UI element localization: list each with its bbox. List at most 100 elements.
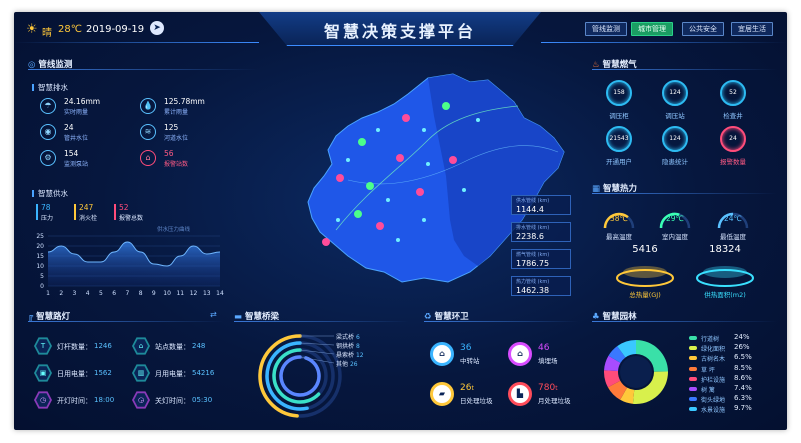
compass-icon[interactable]: ➤ [150, 21, 164, 35]
tab-livable[interactable]: 宜居生活 [731, 22, 773, 36]
garden-legend-value: 8.5% [734, 363, 752, 372]
map-alert-markers [322, 114, 457, 246]
gas-value: 52 [729, 89, 737, 96]
sanitation-divider [424, 321, 579, 322]
supply-ytick: 10 [36, 263, 44, 270]
off-time-label: 关灯时间： [155, 397, 190, 405]
month-power-label: 月用电量： [155, 370, 190, 378]
city-map[interactable] [278, 60, 578, 290]
stat-heat-pipeline: 热力管线 (km) 1462.38 [511, 276, 571, 296]
supply-xtick: 3 [73, 290, 77, 297]
garden-divider [592, 321, 777, 322]
tab-public-safety[interactable]: 公共安全 [682, 22, 724, 36]
gas-ring-hazards [662, 126, 688, 152]
alarm-total-marker [114, 204, 116, 220]
gas-label: 调压柜 [609, 112, 629, 120]
total-rain-label: 累计雨量 [164, 109, 189, 116]
gas-ring-regulator-cabinet [606, 80, 632, 106]
max-temp-label: 最高温度 [606, 233, 632, 241]
stat-label: 供水管线 (km) [516, 198, 550, 204]
garden-slice [617, 340, 636, 358]
gas-value: 124 [669, 135, 681, 142]
garden-legend-swatch [689, 346, 697, 351]
alarm-station-label: 报警站数 [164, 161, 189, 168]
map-east-district [428, 74, 564, 266]
stat-water-pipeline: 供水管线 (km) 1144.4 [511, 195, 571, 215]
pipeline-title: ◎ 管线监测 [28, 60, 73, 70]
garden-legend-label: 绿化面积 [701, 346, 726, 354]
alarm-total-label: 报警总数 [119, 215, 144, 222]
pressure-value: 78 [41, 203, 51, 212]
garden-legend-value: 6.3% [734, 394, 752, 403]
on-time-value: 18:00 [94, 396, 115, 404]
lamps-divider [28, 321, 224, 322]
supply-subtitle: 智慧供水 [32, 188, 68, 199]
garden-slice [636, 340, 668, 372]
heat-total-glow [623, 266, 667, 278]
header-right-line [541, 42, 787, 43]
sun-icon: ☀ [26, 22, 38, 37]
off-time-icon: ◶ [132, 391, 150, 409]
monthly-waste-label: 月处理垃圾 [538, 397, 571, 405]
header: 智慧决策支撑平台 ☀ 晴 28℃ 2019-09-19 ➤ 管线监测 城市管理 … [14, 12, 787, 50]
alarm-total-value: 52 [119, 203, 129, 212]
tree-icon: ♣ [592, 312, 600, 322]
garden-slice [607, 380, 628, 400]
landfill-label: 填埋场 [538, 357, 558, 365]
supply-xtick: 13 [203, 290, 211, 297]
garden-legend-label: 水景设施 [701, 407, 726, 415]
gas-label: 开通用户 [606, 158, 632, 166]
garden-legend-label: 护栏设施 [701, 376, 726, 384]
weather-text: 晴 [42, 28, 52, 39]
heat-pedestals [616, 266, 754, 287]
tab-city-management[interactable]: 城市管理 [631, 22, 673, 36]
supply-chart-caption: 供水压力曲线 [157, 227, 191, 233]
gas-label: 调压站 [665, 112, 685, 120]
gas-value: 124 [669, 89, 681, 96]
month-power-value: 54216 [192, 369, 215, 377]
supply-ytick: 15 [36, 253, 44, 260]
pump-icon: ⚙ [40, 150, 56, 166]
daily-waste-value: 26t [460, 383, 474, 393]
bridge-bar [279, 355, 321, 397]
bridges-divider [234, 321, 409, 322]
tab-pipeline[interactable]: 管线监测 [585, 22, 627, 36]
supply-xtick: 2 [59, 290, 63, 297]
swap-icon[interactable]: ⇄ [210, 310, 217, 319]
garden-slice [632, 371, 668, 404]
bridge-steel-arch-label: 钢拱桥 8 [336, 343, 360, 350]
alarm-house-icon: ⌂ [140, 150, 156, 166]
supply-xtick: 8 [139, 290, 143, 297]
day-power-value: 1562 [94, 369, 112, 377]
heat-gauge-fill [717, 212, 734, 229]
garden-legend-value: 6.5% [734, 353, 752, 362]
supply-xtick: 7 [125, 290, 129, 297]
landfill-value: 46 [538, 343, 550, 353]
pump-count-label: 监测泵站 [64, 161, 89, 168]
garden-slice [604, 370, 621, 388]
temperature-text: 28℃ [58, 24, 82, 35]
gas-label: 检查井 [723, 112, 743, 120]
supply-ytick: 0 [40, 283, 44, 290]
supply-xtick: 11 [176, 290, 184, 297]
map-small-dots [336, 118, 480, 242]
supply-xtick: 12 [190, 290, 198, 297]
gas-ring-users [606, 126, 632, 152]
garden-slice [604, 355, 621, 372]
monthly-waste-value: 780t [538, 383, 558, 393]
supply-ytick: 5 [40, 273, 44, 280]
bridge-leader [299, 342, 335, 346]
header-left-line [14, 42, 259, 43]
well-level-value: 24 [64, 123, 74, 132]
garden-legend-swatch [689, 366, 697, 371]
gas-label: 隐患统计 [662, 158, 688, 166]
lamp-count-value: 1246 [94, 342, 112, 350]
off-time-value: 05:30 [192, 396, 213, 404]
gas-ring-alarms [720, 126, 746, 152]
garden-legend-swatch [689, 397, 697, 402]
bridge-icon: ▬ [234, 312, 243, 322]
bridges-title: ▬ 智慧桥梁 [234, 312, 280, 322]
supply-xtick: 14 [216, 290, 224, 297]
pressure-marker [36, 204, 38, 220]
